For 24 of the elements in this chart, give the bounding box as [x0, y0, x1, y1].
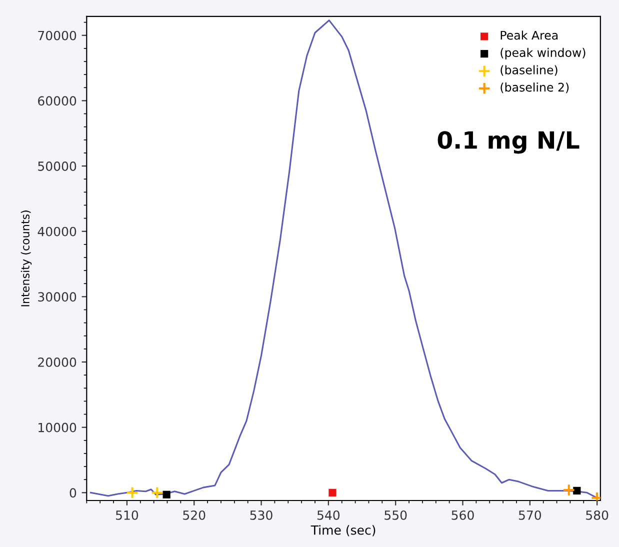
y-tick-label: 20000: [38, 357, 76, 367]
x-tick-label: 530: [250, 510, 272, 520]
x-tick-label: 560: [452, 510, 474, 520]
y-tick-label: 40000: [38, 226, 76, 236]
x-axis-title: Time (sec): [310, 525, 376, 536]
y-tick-label: 60000: [38, 96, 76, 106]
line-series: [90, 20, 598, 499]
annotation: 0.1 mg N/L: [438, 131, 580, 154]
x-tick-label: 510: [116, 510, 138, 520]
y-tick-label: 70000: [38, 30, 76, 40]
legend-label: (peak window): [500, 48, 586, 60]
x-tick-label: 570: [518, 510, 542, 520]
legend-label: (baseline): [500, 65, 558, 76]
legend-label: Peak Area: [500, 30, 558, 40]
x-tick-label: 520: [183, 510, 206, 520]
x-tick-label: 580: [586, 510, 608, 520]
y-tick-label: 0: [70, 488, 76, 498]
y-axis-title: Intensity (counts): [20, 210, 32, 306]
legend-label: (baseline 2): [500, 82, 569, 94]
y-tick-label: 10000: [38, 422, 76, 432]
y-tick-label: 30000: [38, 292, 76, 302]
y-tick-label: 50000: [38, 161, 76, 171]
x-tick-label: 540: [317, 510, 340, 520]
x-tick-label: 550: [384, 510, 407, 520]
